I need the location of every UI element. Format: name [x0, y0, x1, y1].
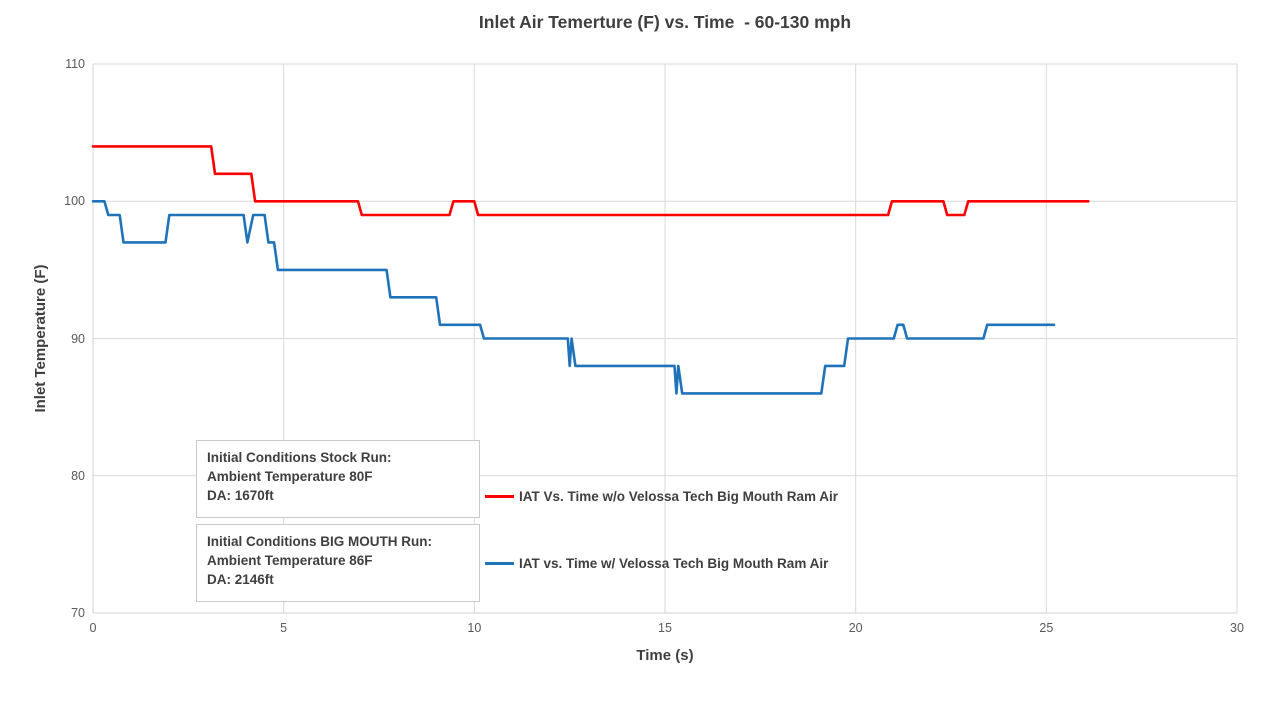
x-axis-tick-label: 20 [848, 621, 863, 635]
annotation-line: Initial Conditions Stock Run: [207, 450, 392, 465]
y-axis-tick-label: 110 [65, 57, 85, 71]
x-axis-title: Time (s) [636, 647, 694, 664]
y-axis-tick-label: 70 [71, 606, 85, 620]
legend-label: IAT vs. Time w/ Velossa Tech Big Mouth R… [519, 555, 829, 571]
y-axis-tick-label: 80 [71, 468, 85, 483]
legend-label: IAT Vs. Time w/o Velossa Tech Big Mouth … [519, 488, 839, 504]
x-axis-tick-label: 5 [280, 621, 288, 635]
legend-item-with-ram-air[interactable]: IAT vs. Time w/ Velossa Tech Big Mouth R… [485, 554, 828, 572]
chart-title: Inlet Air Temerture (F) vs. Time - 60-13… [478, 12, 852, 32]
series-line-iat-without-ram-air [91, 145, 1090, 217]
x-axis-tick-label: 15 [658, 621, 672, 635]
annotation-line: Ambient Temperature 80F [207, 469, 373, 484]
annotation-big-mouth-run: Initial Conditions BIG MOUTH Run: Ambien… [196, 524, 480, 602]
annotation-line: DA: 2146ft [207, 572, 274, 587]
legend-line-sample-blue [485, 561, 514, 565]
y-axis-tick-label: 100 [64, 194, 85, 209]
y-axis-tick-label: 90 [71, 331, 85, 346]
annotation-stock-run: Initial Conditions Stock Run: Ambient Te… [196, 440, 480, 518]
x-axis-tick-label: 30 [1230, 621, 1244, 635]
x-axis-tick-label: 0 [89, 621, 97, 635]
y-axis-title: Inlet Temperature (F) [32, 264, 49, 413]
x-axis-tick-label: 25 [1039, 621, 1054, 635]
legend-item-without-ram-air[interactable]: IAT Vs. Time w/o Velossa Tech Big Mouth … [485, 487, 838, 505]
series-line-iat-with-ram-air [91, 200, 1056, 395]
annotation-line: DA: 1670ft [207, 488, 274, 503]
annotation-line: Ambient Temperature 86F [207, 553, 373, 568]
x-axis-tick-label: 10 [467, 621, 482, 635]
legend-line-sample-red [485, 494, 514, 498]
annotation-line: Initial Conditions BIG MOUTH Run: [207, 534, 432, 549]
